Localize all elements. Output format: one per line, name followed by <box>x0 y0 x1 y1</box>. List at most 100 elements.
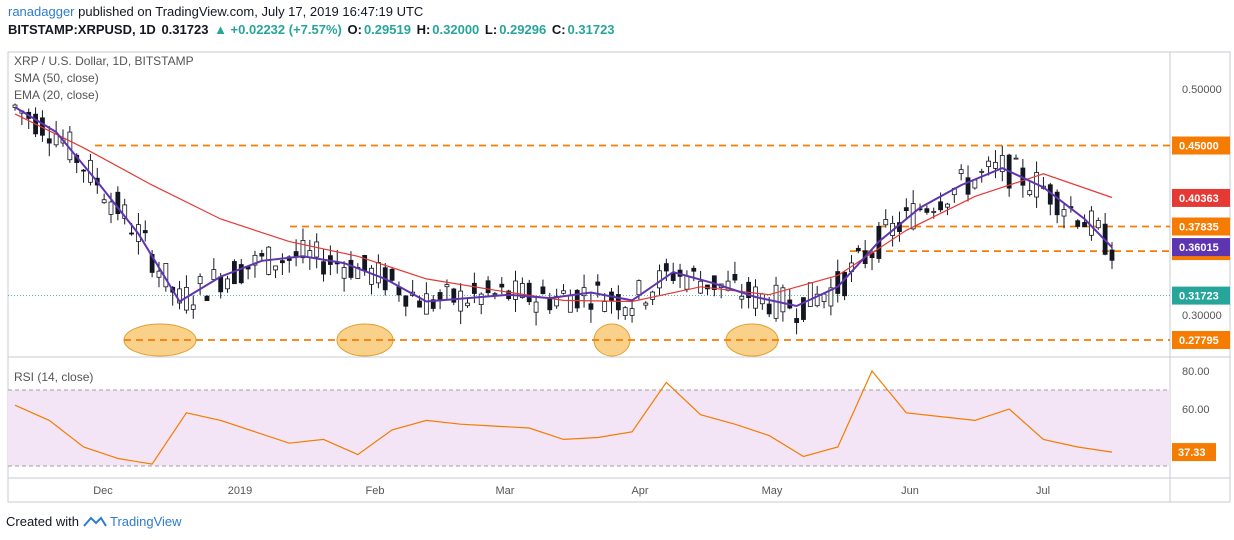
open-value: 0.29519 <box>363 22 411 37</box>
close-label: C: <box>551 22 566 37</box>
candle-body <box>574 289 580 309</box>
candle-body <box>341 267 347 279</box>
created-with-text: Created with <box>6 514 79 529</box>
rsi-legend[interactable]: RSI (14, close) <box>14 370 94 384</box>
tradingview-logo-icon <box>83 515 107 527</box>
rsi-tick-label: 60.00 <box>1182 404 1210 416</box>
candle-body <box>458 290 464 312</box>
candle-body <box>197 276 203 285</box>
indicator-label: 0.36015 <box>1179 242 1219 254</box>
close-value: 0.31723 <box>567 22 615 37</box>
candle-body <box>746 281 752 299</box>
candle-body <box>190 304 196 310</box>
candle-body <box>417 300 422 308</box>
candle-body <box>108 201 114 215</box>
candle-body <box>485 280 491 294</box>
support-highlight <box>593 323 631 357</box>
level-label: 0.37835 <box>1179 222 1219 234</box>
candle-body <box>348 259 354 278</box>
candle-body <box>938 201 943 211</box>
footer: Created with TradingView <box>6 514 182 529</box>
last-price: 0.31723 <box>161 22 209 37</box>
candle-body <box>177 288 182 304</box>
candle-body <box>430 299 436 309</box>
indicator-label-box <box>1172 286 1230 305</box>
candle-body <box>478 293 484 305</box>
ema-20-line <box>14 106 1113 308</box>
candle-body <box>561 290 566 294</box>
level-label: 0.45000 <box>1179 141 1219 153</box>
candle-body <box>225 278 230 290</box>
price-tick-label: 0.50000 <box>1182 84 1222 96</box>
rsi-band <box>8 390 1170 466</box>
time-tick-label: 2019 <box>228 485 252 497</box>
indicator-label-box <box>1172 238 1230 257</box>
candle-body <box>663 263 669 272</box>
candle-body <box>670 272 676 281</box>
candle-body <box>471 282 477 294</box>
candle-body <box>492 293 498 295</box>
time-tick-label: Dec <box>93 485 113 497</box>
candle-body <box>691 267 697 272</box>
candle-body <box>828 287 834 307</box>
candle-body <box>369 267 374 285</box>
price-change: ▲ +0.02232 (+7.57%) <box>214 22 342 37</box>
high-label: H: <box>416 22 431 37</box>
candle-body <box>122 204 128 219</box>
candle-body <box>321 261 326 275</box>
candle-body <box>273 265 278 271</box>
candle-body <box>732 274 738 281</box>
candle-body <box>1075 220 1081 227</box>
candle-body <box>156 270 162 278</box>
candle-body <box>451 288 457 303</box>
candle-body <box>300 240 306 259</box>
candle-body <box>780 287 786 313</box>
price-chart[interactable]: 0.500000.300000.450000.378350.356600.277… <box>0 0 1234 510</box>
candle-body <box>993 162 998 169</box>
time-tick-label: Feb <box>366 485 385 497</box>
candle-body <box>259 253 265 257</box>
time-tick-label: Mar <box>496 485 515 497</box>
candle-body <box>1061 209 1067 217</box>
candle-body <box>958 169 964 174</box>
rsi-value-label: 37.33 <box>1178 447 1206 459</box>
sma-legend[interactable]: SMA (50, close) <box>14 71 99 85</box>
candle-body <box>986 160 991 167</box>
candle-body <box>807 282 813 307</box>
candle-body <box>924 208 930 213</box>
time-tick-label: Apr <box>631 485 648 497</box>
candle-body <box>547 298 553 311</box>
low-label: L: <box>484 22 498 37</box>
candle-body <box>931 211 937 213</box>
author-link[interactable]: ranadagger <box>8 4 75 19</box>
candle-body <box>821 293 827 302</box>
indicator-label: 0.31723 <box>1179 291 1219 303</box>
candle-body <box>101 199 107 204</box>
candle-body <box>794 318 800 323</box>
ema-legend[interactable]: EMA (20, close) <box>14 88 99 102</box>
candle-body <box>423 293 429 315</box>
candle-body <box>657 270 662 289</box>
candle-body <box>650 291 656 300</box>
candle-body <box>540 286 546 295</box>
high-value: 0.32000 <box>432 22 480 37</box>
candle-body <box>314 241 320 258</box>
candle-body <box>526 282 532 303</box>
candle-body <box>801 297 806 320</box>
candle-body <box>972 179 978 189</box>
candle-body <box>965 177 971 195</box>
candle-body <box>567 295 573 313</box>
time-tick-label: Jun <box>901 485 919 497</box>
candle-body <box>513 280 518 300</box>
candle-body <box>615 294 621 311</box>
candle-body <box>1089 210 1094 236</box>
candle-body <box>766 303 772 315</box>
tradingview-brand[interactable]: TradingView <box>109 514 182 529</box>
candle-body <box>999 155 1005 173</box>
candle-body <box>211 269 217 280</box>
candle-body <box>238 264 244 284</box>
candle-body <box>142 230 148 234</box>
time-tick-label: Jul <box>1036 485 1050 497</box>
candle-body <box>1095 220 1101 229</box>
candle-body <box>403 295 409 307</box>
